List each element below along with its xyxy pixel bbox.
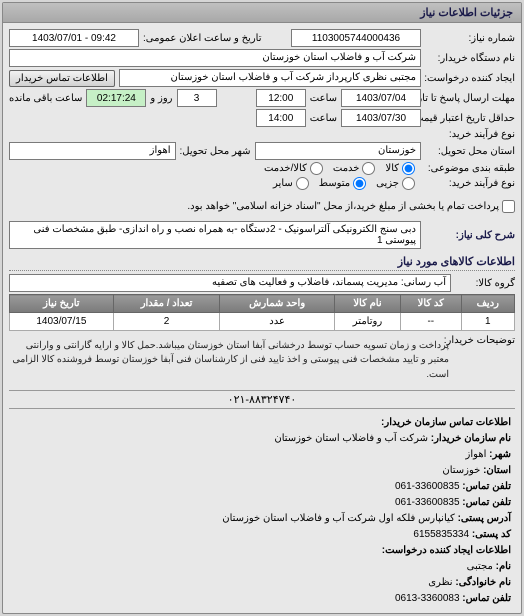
bt-other-radio[interactable]: سایر	[273, 177, 309, 190]
announce-field	[9, 29, 139, 47]
table-cell: 2	[113, 313, 220, 331]
contact-name-label: نام:	[496, 561, 511, 572]
contact-buyer-button[interactable]: اطلاعات تماس خریدار	[9, 70, 115, 87]
contact-fax: 061-33600835	[395, 497, 460, 508]
creator-label: ایجاد کننده درخواست:	[425, 73, 515, 84]
contact-title1: اطلاعات تماس سازمان خریدار:	[381, 417, 511, 428]
contact-addr-label: آدرس پستی:	[458, 513, 511, 524]
contact-name: مجتبی	[467, 561, 493, 572]
deadline-answer-label: مهلت ارسال پاسخ تا تاریخ:	[425, 93, 515, 104]
buyer-note-text: پرداخت و زمان تسویه حساب توسط درخشانی آب…	[9, 335, 451, 386]
pay-note-check[interactable]: پرداخت تمام یا بخشی از مبلغ خرید،از محل …	[187, 200, 515, 213]
goods-table: ردیفکد کالانام کالاواحد شمارشتعداد / مقد…	[9, 294, 515, 331]
announce-label: تاریخ و ساعت اعلان عمومی:	[143, 33, 262, 44]
contact-post: 6155835334	[413, 529, 469, 540]
footer-phone: ۰۲۱-۸۸۳۲۴۷۴۰	[228, 394, 297, 406]
contact-city: اهواز	[466, 449, 487, 460]
deadline-time-field	[256, 89, 306, 107]
contact-org: شرکت آب و فاضلاب استان خوزستان	[274, 433, 428, 444]
table-cell: عدد	[220, 313, 335, 331]
contact-org-label: نام سازمان خریدار:	[431, 433, 511, 444]
contact-title2: اطلاعات ایجاد کننده درخواست:	[382, 545, 511, 556]
delivery-city-label: شهر محل تحویل:	[180, 146, 251, 157]
delivery-state-field: خوزستان	[255, 142, 422, 160]
table-cell: روتامتر	[334, 313, 400, 331]
table-row: 1--روتامترعدد21403/07/15	[10, 313, 515, 331]
pay-note-label: پرداخت تمام یا بخشی از مبلغ خرید،از محل …	[187, 201, 499, 212]
price-valid-label: حداقل تاریخ اعتبار قیمت: تا تاریخ:	[425, 113, 515, 124]
buy-process-label: نوع فرآیند خرید:	[425, 129, 515, 140]
cat-goods-label: کالا	[385, 163, 399, 174]
price-valid-date-field	[341, 109, 421, 127]
contact-block: اطلاعات تماس سازمان خریدار: نام سازمان خ…	[9, 413, 515, 609]
table-cell: 1403/07/15	[10, 313, 114, 331]
delivery-state-label: استان محل تحویل:	[425, 146, 515, 157]
deadline-date-field	[341, 89, 421, 107]
buyer-org-field: شرکت آب و فاضلاب استان خوزستان	[9, 49, 421, 67]
table-header: واحد شمارش	[220, 295, 335, 313]
table-cell: --	[401, 313, 462, 331]
need-details-panel: جزئیات اطلاعات نیاز شماره نیاز: تاریخ و …	[2, 2, 522, 614]
contact-city-label: شهر:	[489, 449, 511, 460]
need-key-field: دبی سنج الکترونیکی آلتراسونیک - 2دستگاه …	[9, 221, 421, 249]
time-remain-label: ساعت باقی مانده	[9, 93, 82, 104]
creator-field: مجتبی نظری کارپرداز شرکت آب و فاضلاب است…	[119, 69, 421, 87]
bt-medium-label: متوسط	[319, 178, 350, 189]
need-key-label: شرح کلی نیاز:	[425, 230, 515, 241]
need-no-field	[291, 29, 421, 47]
contact-phone2: 0613-3360083	[395, 593, 460, 604]
contact-phone1: 061-33600835	[395, 481, 460, 492]
contact-family: نظری	[428, 577, 452, 588]
need-no-label: شماره نیاز:	[425, 33, 515, 44]
days-remain-label: روز و	[150, 93, 172, 104]
bt-small-label: جزیی	[376, 178, 399, 189]
table-cell: 1	[461, 313, 514, 331]
table-header: کد کالا	[401, 295, 462, 313]
category-label: طبقه بندی موضوعی:	[425, 163, 515, 174]
days-remain-field	[177, 89, 217, 107]
bt-medium-radio[interactable]: متوسط	[319, 177, 366, 190]
contact-addr: کیانپارس فلکه اول شرکت آب و فاضلاب استان…	[222, 513, 455, 524]
contact-state: خوزستان	[442, 465, 480, 476]
buyer-note-label: توضیحات خریدار:	[455, 335, 515, 346]
table-header: تعداد / مقدار	[113, 295, 220, 313]
contact-family-label: نام خانوادگی:	[455, 577, 511, 588]
cat-both-label: کالا/خدمت	[264, 163, 307, 174]
table-header: ردیف	[461, 295, 514, 313]
contact-phone1-label: تلفن تماس:	[462, 481, 511, 492]
bt-small-radio[interactable]: جزیی	[376, 177, 415, 190]
price-valid-time-field	[256, 109, 306, 127]
cat-both-radio[interactable]: کالا/خدمت	[264, 162, 323, 175]
cat-service-label: خدمت	[333, 163, 360, 174]
table-header: نام کالا	[334, 295, 400, 313]
contact-phone2-label: تلفن تماس:	[462, 593, 511, 604]
buy-type-label: نوع فرآیند خرید:	[425, 178, 515, 189]
group-field: آب رسانی: مدیریت پسماند، فاضلاب و فعالیت…	[9, 274, 451, 292]
group-label: گروه کالا:	[455, 278, 515, 289]
time-remain-field	[86, 89, 146, 107]
price-valid-time-label: ساعت	[310, 113, 337, 124]
table-header: تاریخ نیاز	[10, 295, 114, 313]
panel-title: جزئیات اطلاعات نیاز	[3, 3, 521, 23]
deadline-time-label: ساعت	[310, 93, 337, 104]
cat-service-radio[interactable]: خدمت	[333, 162, 376, 175]
contact-fax-label: تلفن تماس:	[462, 497, 511, 508]
goods-section-title: اطلاعات کالاهای مورد نیاز	[9, 255, 515, 271]
contact-state-label: استان:	[483, 465, 511, 476]
bt-other-label: سایر	[273, 178, 293, 189]
contact-post-label: کد پستی:	[472, 529, 511, 540]
cat-goods-radio[interactable]: کالا	[385, 162, 415, 175]
delivery-city-field: اهواز	[9, 142, 176, 160]
buyer-org-label: نام دستگاه خریدار:	[425, 53, 515, 64]
